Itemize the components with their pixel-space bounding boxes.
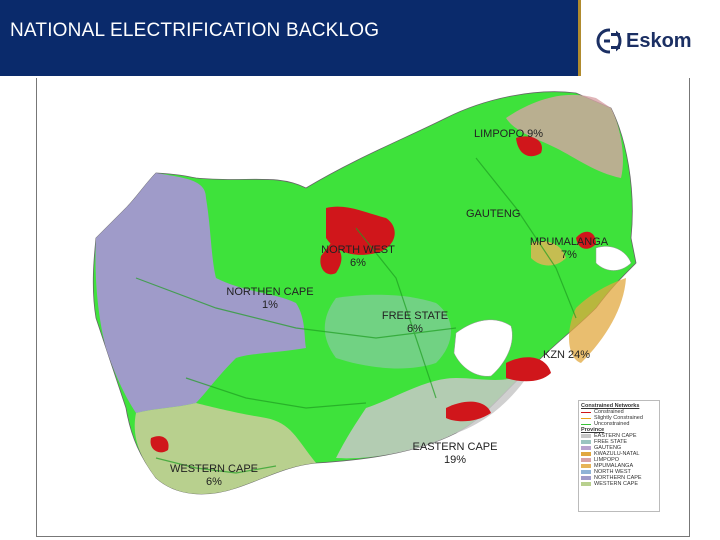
slide-title: NATIONAL ELECTRIFICATION BACKLOG xyxy=(10,20,380,41)
legend-province-item: WESTERN CAPE xyxy=(581,481,657,487)
legend-color-swatch xyxy=(581,476,591,480)
label-mpumalanga-name: MPUMALANGA xyxy=(529,236,609,248)
label-free-state: FREE STATE 6% xyxy=(372,310,458,336)
legend-province-item: KWAZULU-NATAL xyxy=(581,451,657,457)
constrained-network-east-coast xyxy=(576,231,596,249)
legend-province-title: Province xyxy=(581,427,605,433)
legend-line-swatch xyxy=(581,416,591,420)
legend-network-item: Constrained xyxy=(581,409,657,415)
legend-network-label: Slightly Constrained xyxy=(594,415,643,421)
label-western-cape: WESTERN CAPE 6% xyxy=(160,463,268,489)
slide-header: NATIONAL ELECTRIFICATION BACKLOG Eskom xyxy=(0,0,720,76)
legend-color-swatch xyxy=(581,452,591,456)
label-northern-cape: NORTHEN CAPE 1% xyxy=(222,286,318,312)
label-kzn: KZN 24% xyxy=(543,349,591,361)
region-northern-cape xyxy=(95,173,307,413)
region-eastern-cape xyxy=(336,363,536,459)
legend-province-label: EASTERN CAPE xyxy=(594,433,637,439)
lesotho xyxy=(453,319,513,377)
legend-color-swatch xyxy=(581,482,591,486)
region-mpumalanga xyxy=(531,241,566,266)
legend-province-item: GAUTENG xyxy=(581,445,657,451)
label-north-west-name: NORTH WEST xyxy=(321,244,395,256)
legend-line-swatch xyxy=(581,422,591,426)
label-free-state-value: 6% xyxy=(407,323,423,335)
label-eastern-cape: EASTERN CAPE 19% xyxy=(405,441,505,467)
label-free-state-name: FREE STATE xyxy=(381,310,449,322)
legend-province-label: WESTERN CAPE xyxy=(594,481,639,487)
legend-province-item: LIMPOPO xyxy=(581,457,657,463)
label-gauteng: GAUTENG xyxy=(466,208,521,220)
legend-province-label: LIMPOPO xyxy=(594,457,620,463)
accent-divider xyxy=(578,0,581,76)
map-legend: Constrained Networks Constrained Slightly… xyxy=(578,400,660,512)
constrained-network-north-west xyxy=(320,243,342,275)
label-limpopo: LIMPOPO 9% xyxy=(474,128,544,140)
title-bar: NATIONAL ELECTRIFICATION BACKLOG xyxy=(0,0,578,76)
region-limpopo xyxy=(506,94,623,178)
label-western-cape-value: 6% xyxy=(206,476,222,488)
constrained-network-limpopo xyxy=(516,136,542,157)
legend-province-item: NORTH WEST xyxy=(581,469,657,475)
legend-network-label: Unconstrained xyxy=(594,421,630,427)
constrained-network-eastern-cape xyxy=(446,401,491,422)
legend-network-item: Slightly Constrained xyxy=(581,415,657,421)
label-northern-cape-name: NORTHEN CAPE xyxy=(226,286,314,298)
label-mpumalanga: MPUMALANGA 7% xyxy=(524,236,614,262)
legend-networks-title: Constrained Networks xyxy=(581,403,640,409)
legend-color-swatch xyxy=(581,470,591,474)
legend-color-swatch xyxy=(581,434,591,438)
label-northern-cape-value: 1% xyxy=(262,299,278,311)
label-north-west: NORTH WEST 6% xyxy=(313,244,403,270)
legend-color-swatch xyxy=(581,464,591,468)
legend-province-item: EASTERN CAPE xyxy=(581,433,657,439)
constrained-network-kzn xyxy=(506,357,551,382)
legend-province-label: NORTH WEST xyxy=(594,469,631,475)
logo-text: Eskom xyxy=(626,29,692,52)
constrained-network-western-cape xyxy=(150,436,169,453)
swaziland xyxy=(595,246,632,271)
legend-province-item: MPUMALANGA xyxy=(581,463,657,469)
legend-province-item: NORTHERN CAPE xyxy=(581,475,657,481)
label-north-west-value: 6% xyxy=(350,257,366,269)
eskom-logo-icon xyxy=(596,28,622,54)
legend-province-label: GAUTENG xyxy=(594,445,622,451)
label-eastern-cape-name: EASTERN CAPE xyxy=(412,441,498,453)
label-mpumalanga-value: 7% xyxy=(561,249,577,261)
legend-province-item: FREE STATE xyxy=(581,439,657,445)
eskom-logo: Eskom xyxy=(596,24,718,58)
legend-province-label: FREE STATE xyxy=(594,439,628,445)
network-lines xyxy=(135,157,577,474)
region-western-cape xyxy=(134,403,316,494)
constrained-network-gauteng xyxy=(326,206,395,255)
legend-color-swatch xyxy=(581,440,591,444)
legend-province-label: MPUMALANGA xyxy=(594,463,634,469)
legend-color-swatch xyxy=(581,446,591,450)
legend-province-label: NORTHERN CAPE xyxy=(594,475,642,481)
legend-network-label: Constrained xyxy=(594,409,624,415)
legend-line-swatch xyxy=(581,410,591,414)
south-africa-map xyxy=(92,91,637,495)
legend-color-swatch xyxy=(581,458,591,462)
region-kzn xyxy=(569,278,626,363)
legend-network-item: Unconstrained xyxy=(581,421,657,427)
legend-province-label: KWAZULU-NATAL xyxy=(594,451,640,457)
label-eastern-cape-value: 19% xyxy=(443,454,467,466)
label-western-cape-name: WESTERN CAPE xyxy=(169,463,258,475)
